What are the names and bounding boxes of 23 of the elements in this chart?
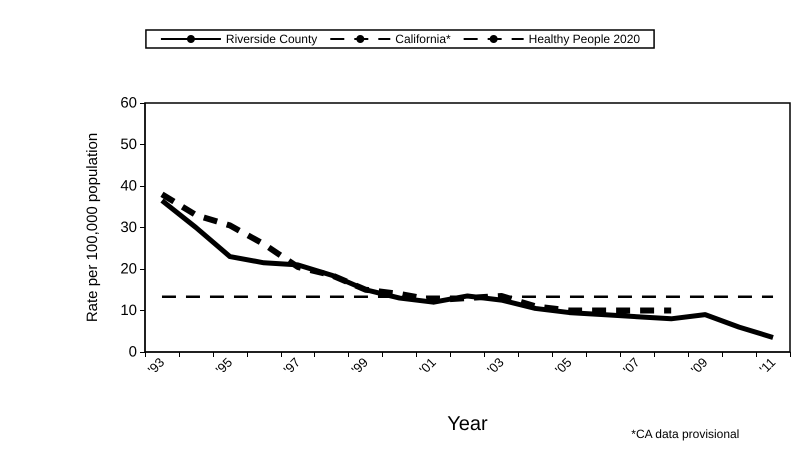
x-tick-label: '11 <box>756 354 778 377</box>
y-tick-label: 50 <box>120 136 137 153</box>
legend-label: Riverside County <box>226 32 318 46</box>
y-tick-label: 0 <box>128 344 137 360</box>
x-tick-label: '95 <box>212 354 236 378</box>
x-tick-label: '93 <box>144 354 168 378</box>
x-axis-title: Year <box>447 413 488 435</box>
x-tick-label: '09 <box>688 354 710 378</box>
y-tick-label: 20 <box>120 260 137 278</box>
x-tick-label: '05 <box>552 354 575 378</box>
legend-label: California* <box>395 32 451 46</box>
x-tick-label: '07 <box>620 354 643 378</box>
x-tick-label: '01 <box>416 354 439 378</box>
y-tick-label: 40 <box>120 178 137 194</box>
text: *CA data provisional <box>631 427 740 441</box>
y-tick-label: 30 <box>120 219 137 236</box>
y-axis-title: Rate per 100,000 population <box>84 132 101 322</box>
x-tick-label: '03 <box>484 354 507 378</box>
y-tick-label: 10 <box>120 302 137 319</box>
y-tick-label: 60 <box>120 94 137 112</box>
x-tick-label: '99 <box>348 354 371 378</box>
x-tick-label: '97 <box>280 354 304 378</box>
legend-label: Healthy People 2020 <box>528 32 640 46</box>
